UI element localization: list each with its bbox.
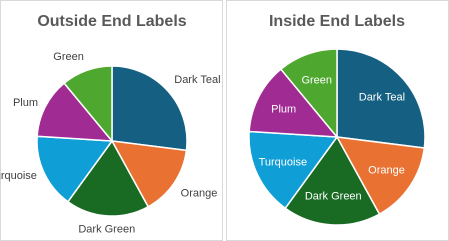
pie-slice [335, 136, 426, 216]
pie-slice [110, 140, 188, 208]
data-label: Dark Green [78, 224, 135, 236]
pie-slice [111, 65, 188, 152]
chart-title: Outside End Labels [37, 13, 186, 30]
data-label: Turquoise [0, 170, 37, 182]
data-label: Orange [181, 188, 218, 200]
data-label: Dark Green [305, 191, 362, 203]
pie-slice [36, 82, 114, 142]
data-label: Orange [368, 165, 405, 177]
pie-slice [248, 68, 339, 138]
data-label: Plum [13, 97, 38, 109]
data-label: Dark Teal [174, 74, 220, 86]
chart-title: Inside End Labels [269, 13, 405, 30]
pie-slice [336, 48, 426, 149]
pie-slice [248, 130, 339, 210]
pie-slice [36, 135, 114, 203]
pie-slice [279, 48, 338, 140]
pie-slice [66, 139, 150, 217]
pie-slice [284, 135, 381, 226]
data-label: Green [53, 51, 84, 63]
data-label: Dark Teal [359, 91, 405, 103]
data-label: Turquoise [259, 156, 308, 168]
pie-slice [63, 65, 113, 144]
data-label: Green [301, 75, 332, 87]
data-label: Plum [271, 104, 296, 116]
